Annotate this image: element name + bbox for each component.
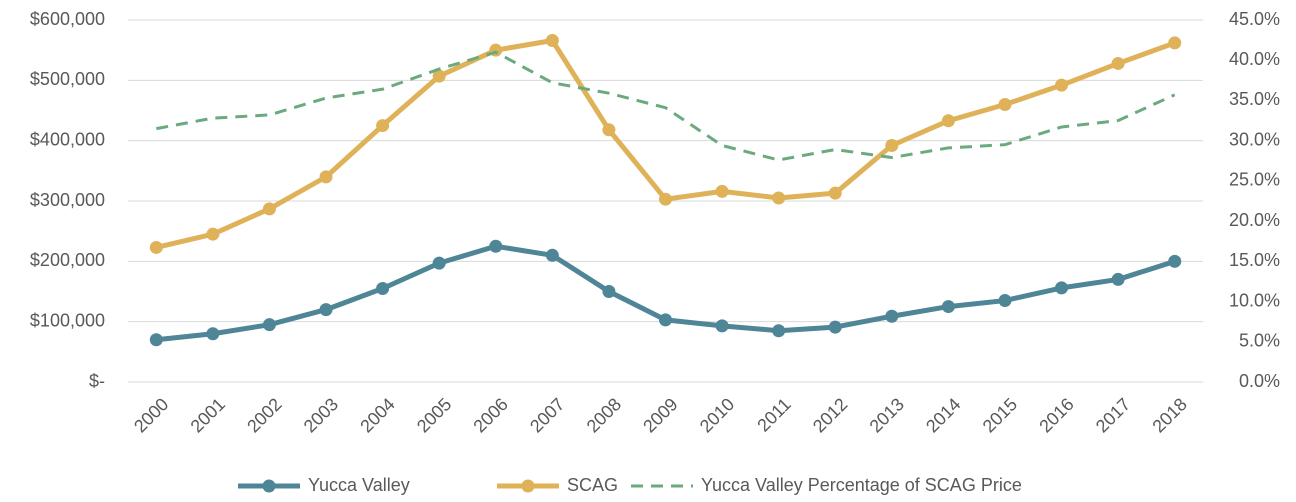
marker	[206, 327, 220, 341]
x-tick-label: 2011	[753, 394, 795, 436]
marker	[998, 294, 1012, 308]
y2-tick-label: 40.0%	[1229, 49, 1280, 69]
marker	[715, 184, 729, 198]
series-line	[155, 38, 1176, 250]
x-tick-label: 2017	[1092, 394, 1134, 436]
y2-tick-label: 30.0%	[1229, 129, 1280, 149]
marker	[545, 248, 559, 262]
y-tick-label: $100,000	[30, 310, 105, 330]
x-tick-label: 2005	[413, 394, 455, 436]
marker	[1111, 272, 1125, 286]
legend-label: Yucca Valley Percentage of SCAG Price	[701, 475, 1022, 495]
marker	[432, 256, 446, 270]
x-tick-label: 2003	[300, 394, 342, 436]
marker	[772, 324, 786, 338]
marker	[545, 34, 559, 48]
legend-marker	[262, 479, 276, 493]
marker	[998, 97, 1012, 111]
x-tick-label: 2002	[243, 394, 285, 436]
marker	[602, 123, 616, 137]
y2-tick-label: 25.0%	[1229, 170, 1280, 190]
x-tick-label: 2014	[922, 394, 964, 436]
x-tick-label: 2009	[639, 394, 681, 436]
marker	[828, 186, 842, 200]
y-tick-label: $300,000	[30, 190, 105, 210]
marker	[941, 114, 955, 128]
x-tick-label: 2007	[526, 394, 568, 436]
y-tick-label: $-	[89, 371, 105, 391]
x-tick-label: 2001	[187, 394, 229, 436]
y-tick-label: $600,000	[30, 9, 105, 29]
marker	[1111, 56, 1125, 70]
marker	[376, 119, 390, 133]
marker	[432, 69, 446, 83]
x-tick-label: 2000	[130, 394, 172, 436]
x-tick-label: 2008	[583, 394, 625, 436]
marker	[262, 202, 276, 216]
y2-tick-label: 0.0%	[1239, 371, 1280, 391]
marker	[149, 240, 163, 254]
legend-label: Yucca Valley	[308, 475, 410, 495]
marker	[262, 318, 276, 332]
marker	[1168, 36, 1182, 50]
marker	[659, 192, 672, 206]
marker	[659, 313, 672, 327]
marker	[206, 227, 220, 241]
marker	[941, 300, 955, 314]
marker	[319, 303, 333, 317]
y2-tick-label: 35.0%	[1229, 89, 1280, 109]
y2-tick-label: 15.0%	[1229, 250, 1280, 270]
marker	[772, 191, 786, 205]
y2-tick-label: 20.0%	[1229, 210, 1280, 230]
y2-tick-label: 5.0%	[1239, 331, 1280, 351]
marker	[1055, 281, 1069, 295]
marker	[376, 281, 390, 295]
y-tick-label: $200,000	[30, 250, 105, 270]
y-tick-label: $500,000	[30, 69, 105, 89]
marker	[602, 285, 616, 298]
x-tick-label: 2018	[1148, 394, 1190, 436]
x-tick-label: 2016	[1035, 394, 1077, 436]
x-tick-label: 2010	[696, 394, 738, 436]
marker	[828, 320, 842, 334]
series-line	[156, 50, 1176, 162]
y-tick-label: $400,000	[30, 129, 105, 149]
marker	[715, 319, 729, 333]
x-tick-label: 2015	[979, 394, 1021, 436]
marker	[319, 170, 333, 184]
marker	[489, 239, 503, 253]
marker	[885, 138, 899, 152]
x-tick-label: 2004	[356, 394, 398, 436]
legend-label: SCAG	[567, 475, 618, 495]
marker	[1055, 78, 1069, 92]
legend-marker	[521, 479, 535, 493]
marker	[885, 309, 899, 323]
marker	[1168, 254, 1182, 268]
x-tick-label: 2006	[469, 394, 511, 436]
x-tick-label: 2013	[866, 394, 908, 436]
x-tick-label: 2012	[809, 394, 851, 436]
y2-tick-label: 45.0%	[1229, 9, 1280, 29]
y2-tick-label: 10.0%	[1229, 290, 1280, 310]
marker	[149, 333, 163, 347]
